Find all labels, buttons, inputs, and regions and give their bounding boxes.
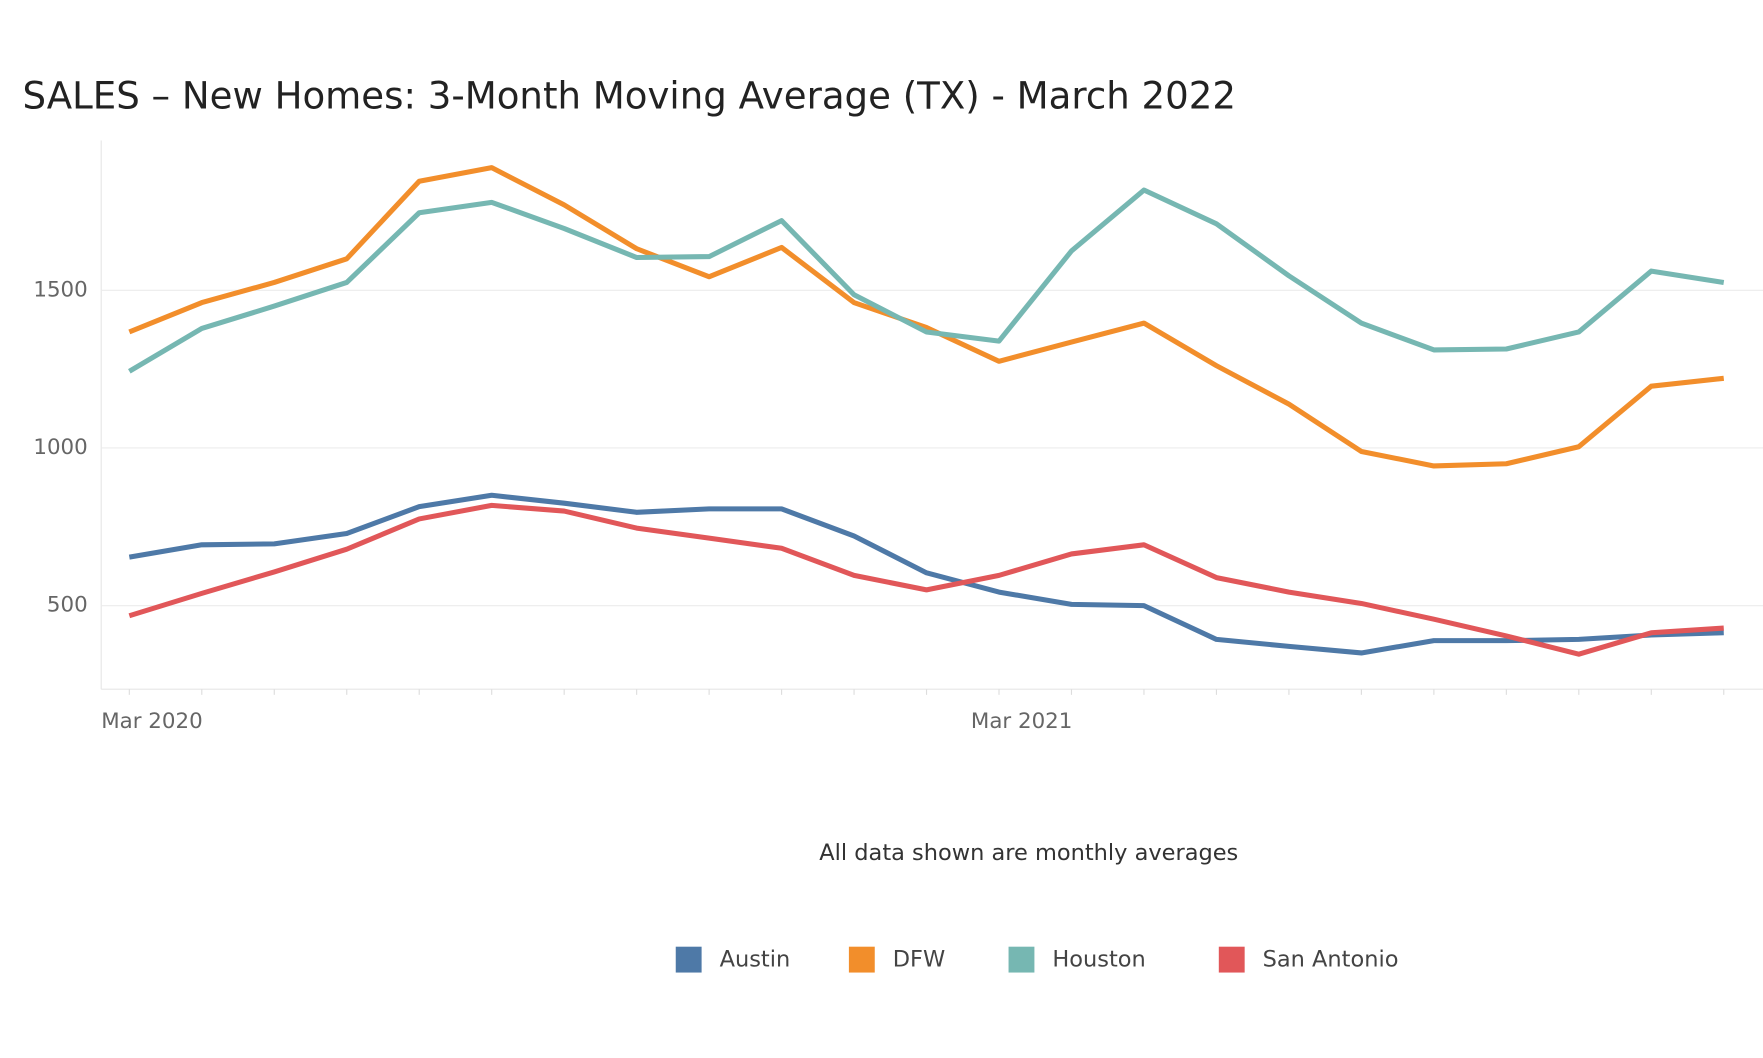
x-tick-label: Mar 2021 (971, 709, 1072, 734)
legend-label: Houston (1052, 947, 1145, 973)
x-tick-label: Mar 2020 (101, 709, 202, 734)
legend-swatch (675, 946, 702, 973)
legend-swatch (1218, 946, 1245, 973)
chart-title: SALES – New Homes: 3-Month Moving Averag… (23, 74, 1236, 117)
series-line (128, 492, 1724, 656)
series-line (128, 165, 1725, 469)
series-line (128, 502, 1724, 657)
y-tick-label: 500 (47, 593, 88, 618)
legend-label: San Antonio (1263, 947, 1399, 973)
legend-swatch (1008, 946, 1035, 973)
series-line (128, 187, 1725, 374)
legend-label: DFW (893, 947, 945, 973)
legend-label: Austin (720, 947, 791, 973)
chart-subtitle: All data shown are monthly averages (819, 840, 1238, 866)
y-tick-label: 1000 (33, 435, 87, 460)
y-tick-label: 1500 (33, 277, 87, 302)
legend-swatch (848, 946, 875, 973)
